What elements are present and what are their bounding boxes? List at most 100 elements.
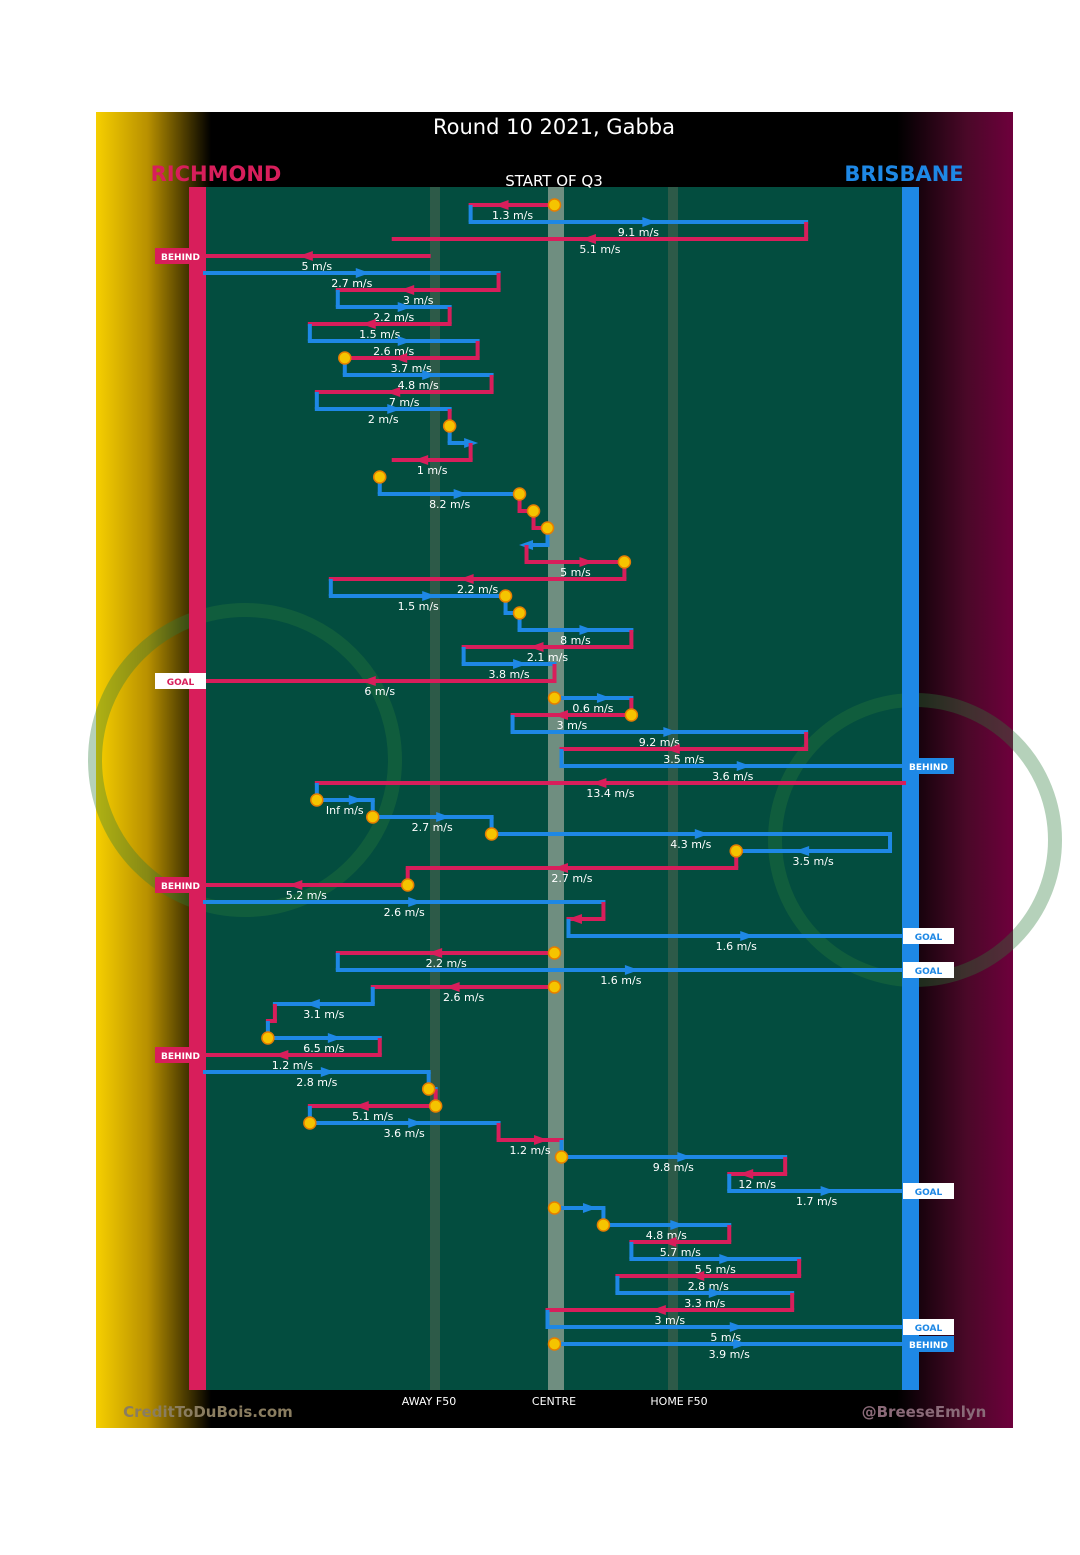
direction-arrow xyxy=(386,387,401,397)
outcome-label: BEHIND xyxy=(909,1341,948,1351)
speed-label: 1.5 m/s xyxy=(398,600,439,613)
chart-subtitle: START OF Q3 xyxy=(505,172,603,190)
outcome-label: BEHIND xyxy=(161,1052,200,1062)
speed-label: 3.1 m/s xyxy=(303,1008,344,1021)
speed-label: 2.8 m/s xyxy=(296,1076,337,1089)
speed-label: 5.1 m/s xyxy=(579,243,620,256)
possession-marker xyxy=(373,470,387,484)
speed-label: 4.8 m/s xyxy=(646,1229,687,1242)
direction-arrow xyxy=(736,761,751,771)
direction-arrow xyxy=(414,455,429,465)
possession-marker xyxy=(540,521,555,535)
outcome-label: GOAL xyxy=(915,1324,943,1334)
outcome-label: BEHIND xyxy=(909,763,948,773)
outcome-badge xyxy=(155,248,206,264)
outcome-badge xyxy=(155,673,206,689)
speed-label: 5.2 m/s xyxy=(286,889,327,902)
speed-label: 2.7 m/s xyxy=(331,277,372,290)
speed-label: 5.5 m/s xyxy=(695,1263,736,1276)
possession-marker xyxy=(596,1218,611,1232)
direction-arrow xyxy=(534,1135,549,1145)
speed-label: 0.6 m/s xyxy=(572,702,613,715)
direction-arrow xyxy=(361,676,376,686)
tiger-watermark-circle xyxy=(88,603,402,917)
direction-arrow xyxy=(553,710,568,720)
possession-marker xyxy=(547,980,562,994)
outcome-badge xyxy=(155,1047,206,1063)
direction-arrow xyxy=(408,1118,423,1128)
direction-arrow xyxy=(428,948,443,958)
direction-arrow xyxy=(579,625,594,635)
direction-arrow xyxy=(513,659,528,669)
possession-marker xyxy=(428,1099,443,1113)
speed-label: 1.2 m/s xyxy=(272,1059,313,1072)
speed-label: 3 m/s xyxy=(655,1314,686,1327)
possession-marker xyxy=(526,504,541,518)
possession-marker xyxy=(310,793,324,807)
direction-arrow xyxy=(795,846,810,856)
direction-arrow xyxy=(733,1339,748,1349)
richmond-post xyxy=(189,187,206,1390)
x-tick-home-f50: HOME F50 xyxy=(650,1395,707,1408)
direction-arrow xyxy=(670,1220,685,1230)
possession-marker xyxy=(512,606,527,620)
speed-label: 1.5 m/s xyxy=(359,328,400,341)
speed-label: 1 m/s xyxy=(417,464,448,477)
direction-arrow xyxy=(422,591,437,601)
chain-segments: 1.3 m/s 9.1 m/s 5.1 m/s 5 m/s BEHIND 2.7 m/s 3… xyxy=(155,198,954,1361)
x-tick-centre: CENTRE xyxy=(532,1395,576,1408)
centre-stripe xyxy=(548,187,564,1390)
direction-arrow xyxy=(729,1322,744,1332)
outcome-label: GOAL xyxy=(915,1188,943,1198)
direction-arrow xyxy=(624,965,639,975)
outcome-badge xyxy=(903,928,954,944)
direction-arrow xyxy=(663,727,678,737)
possession-marker xyxy=(547,691,562,705)
speed-label: 3.6 m/s xyxy=(712,770,753,783)
possession-marker xyxy=(421,1082,436,1096)
outcome-label: BEHIND xyxy=(161,882,200,892)
speed-label: 9.8 m/s xyxy=(653,1161,694,1174)
direction-arrow xyxy=(694,829,709,839)
direction-arrow xyxy=(582,1203,597,1213)
speed-label: 2.7 m/s xyxy=(412,821,453,834)
possession-marker xyxy=(338,351,352,365)
direction-arrow xyxy=(719,1254,734,1264)
direction-arrow xyxy=(677,1152,692,1162)
speed-label: 6 m/s xyxy=(364,685,395,698)
direction-arrow xyxy=(445,982,460,992)
speed-label: 5 m/s xyxy=(560,566,591,579)
credit-right: @BreeseEmlyn xyxy=(862,1403,987,1421)
direction-arrow xyxy=(642,217,657,227)
possession-marker xyxy=(547,946,562,960)
speed-label: 3.3 m/s xyxy=(684,1297,725,1310)
possession-marker xyxy=(554,1150,569,1164)
speed-label: 2.6 m/s xyxy=(443,991,484,1004)
outcome-badge xyxy=(903,1336,954,1352)
speed-label: 3.5 m/s xyxy=(793,855,834,868)
direction-arrow xyxy=(408,897,423,907)
outcome-label: GOAL xyxy=(167,678,195,688)
possession-marker xyxy=(512,487,527,501)
possession-marker xyxy=(498,589,513,603)
possession-marker xyxy=(547,198,562,212)
direction-arrow xyxy=(592,778,607,788)
speed-label: 2.2 m/s xyxy=(373,311,414,324)
direction-arrow xyxy=(459,574,474,584)
direction-arrow xyxy=(665,744,680,754)
direction-arrow xyxy=(567,914,582,924)
speed-label: 1.3 m/s xyxy=(492,209,533,222)
speed-label: 3 m/s xyxy=(557,719,588,732)
direction-arrow xyxy=(651,1305,666,1315)
speed-label: 7 m/s xyxy=(389,396,420,409)
speed-label: 2.6 m/s xyxy=(384,906,425,919)
possession-marker xyxy=(366,810,380,824)
possession-marker xyxy=(400,878,415,892)
speed-label: 4.3 m/s xyxy=(670,838,711,851)
direction-arrow xyxy=(690,1271,705,1281)
direction-arrow xyxy=(453,489,468,499)
speed-label: 2.1 m/s xyxy=(527,651,568,664)
direction-arrow xyxy=(436,812,451,822)
direction-arrow xyxy=(397,302,412,312)
